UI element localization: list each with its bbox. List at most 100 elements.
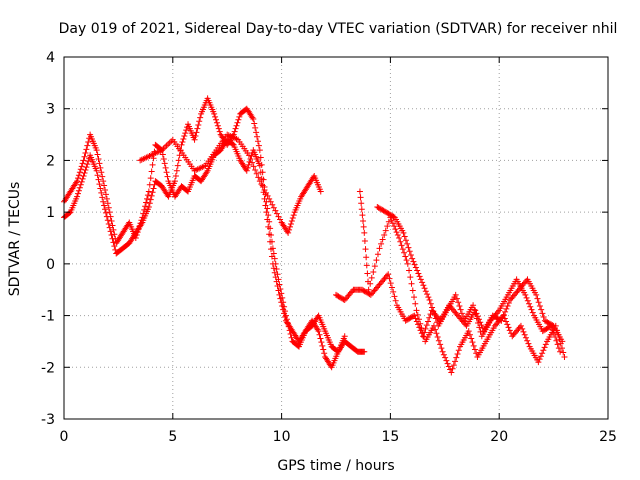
- plus-marker: [102, 209, 109, 216]
- plus-marker: [370, 268, 377, 275]
- plus-marker: [552, 333, 559, 340]
- plus-marker: [378, 240, 385, 247]
- plus-marker: [411, 312, 418, 319]
- plus-marker: [138, 220, 145, 227]
- plus-marker: [182, 130, 189, 137]
- plus-marker: [165, 141, 172, 148]
- plus-marker: [388, 217, 395, 224]
- plus-marker: [405, 244, 412, 251]
- plus-marker: [254, 138, 261, 145]
- plus-marker: [78, 163, 85, 170]
- plus-marker: [444, 360, 451, 367]
- plus-marker: [522, 291, 529, 298]
- plus-marker: [390, 288, 397, 295]
- plus-marker: [401, 233, 408, 240]
- y-tick-label: -1: [41, 309, 55, 325]
- plus-marker: [363, 262, 370, 269]
- plus-marker: [422, 325, 429, 332]
- plus-marker: [143, 199, 150, 206]
- plus-marker: [321, 350, 328, 357]
- plus-marker: [84, 142, 91, 149]
- plus-marker: [108, 218, 115, 225]
- plus-marker: [181, 133, 188, 140]
- plus-marker: [164, 173, 171, 180]
- plus-marker: [554, 327, 561, 334]
- plus-marker: [99, 173, 106, 180]
- plus-marker: [553, 337, 560, 344]
- plus-marker: [468, 335, 475, 342]
- plus-marker: [234, 119, 241, 126]
- plus-marker: [94, 172, 101, 179]
- plus-marker: [500, 312, 507, 319]
- plus-marker: [376, 245, 383, 252]
- plus-marker: [245, 152, 252, 159]
- plus-marker: [361, 229, 368, 236]
- plus-marker: [178, 141, 185, 148]
- plus-marker: [408, 280, 415, 287]
- plus-marker: [407, 251, 414, 258]
- plus-marker: [397, 238, 404, 245]
- plus-marker: [255, 174, 262, 181]
- plus-marker: [419, 279, 426, 286]
- plus-marker: [285, 323, 292, 330]
- series-track-1: [61, 131, 368, 355]
- plus-marker: [194, 125, 201, 132]
- plus-marker: [453, 295, 460, 302]
- plus-marker: [74, 193, 81, 200]
- plus-marker: [555, 331, 562, 338]
- plus-marker: [504, 321, 511, 328]
- plus-marker: [80, 157, 87, 164]
- plus-marker: [173, 167, 180, 174]
- plus-marker: [505, 324, 512, 331]
- plus-marker: [110, 239, 117, 246]
- plus-marker: [266, 195, 273, 202]
- plus-marker: [141, 206, 148, 213]
- plus-marker: [406, 248, 413, 255]
- plus-marker: [560, 349, 567, 356]
- plus-marker: [412, 264, 419, 271]
- plus-marker: [105, 220, 112, 227]
- plus-marker: [548, 322, 555, 329]
- plus-marker: [385, 271, 392, 278]
- plus-marker: [254, 133, 261, 140]
- plus-marker: [266, 218, 273, 225]
- plus-marker: [79, 160, 86, 167]
- x-tick-label: 10: [273, 429, 291, 445]
- plus-marker: [536, 302, 543, 309]
- plus-marker: [360, 223, 367, 230]
- plus-marker: [458, 310, 465, 317]
- plus-marker: [476, 324, 483, 331]
- plus-marker: [211, 110, 218, 117]
- plus-marker: [432, 326, 439, 333]
- plus-marker: [361, 237, 368, 244]
- plus-marker: [465, 328, 472, 335]
- plus-marker: [473, 310, 480, 317]
- plus-marker: [317, 335, 324, 342]
- plus-marker: [457, 306, 464, 313]
- plus-marker: [412, 300, 419, 307]
- plus-marker: [371, 263, 378, 270]
- plus-marker: [270, 204, 277, 211]
- plus-marker: [540, 347, 547, 354]
- plus-marker: [270, 265, 277, 272]
- plus-marker: [251, 120, 258, 127]
- plus-marker: [257, 154, 264, 161]
- plus-marker: [399, 246, 406, 253]
- plus-marker: [271, 255, 278, 262]
- plus-marker: [98, 169, 105, 176]
- plus-marker: [541, 344, 548, 351]
- plus-marker: [162, 164, 169, 171]
- plus-marker: [74, 175, 81, 182]
- plus-marker: [160, 155, 167, 162]
- plus-marker: [269, 245, 276, 252]
- plus-marker: [280, 299, 287, 306]
- plus-marker: [406, 267, 413, 274]
- plus-marker: [282, 312, 289, 319]
- plus-marker: [272, 207, 279, 214]
- plus-marker: [286, 223, 293, 230]
- plus-marker: [416, 273, 423, 280]
- plus-marker: [555, 345, 562, 352]
- plus-marker: [93, 167, 100, 174]
- plus-marker: [409, 255, 416, 262]
- x-axis-label: GPS time / hours: [277, 458, 394, 474]
